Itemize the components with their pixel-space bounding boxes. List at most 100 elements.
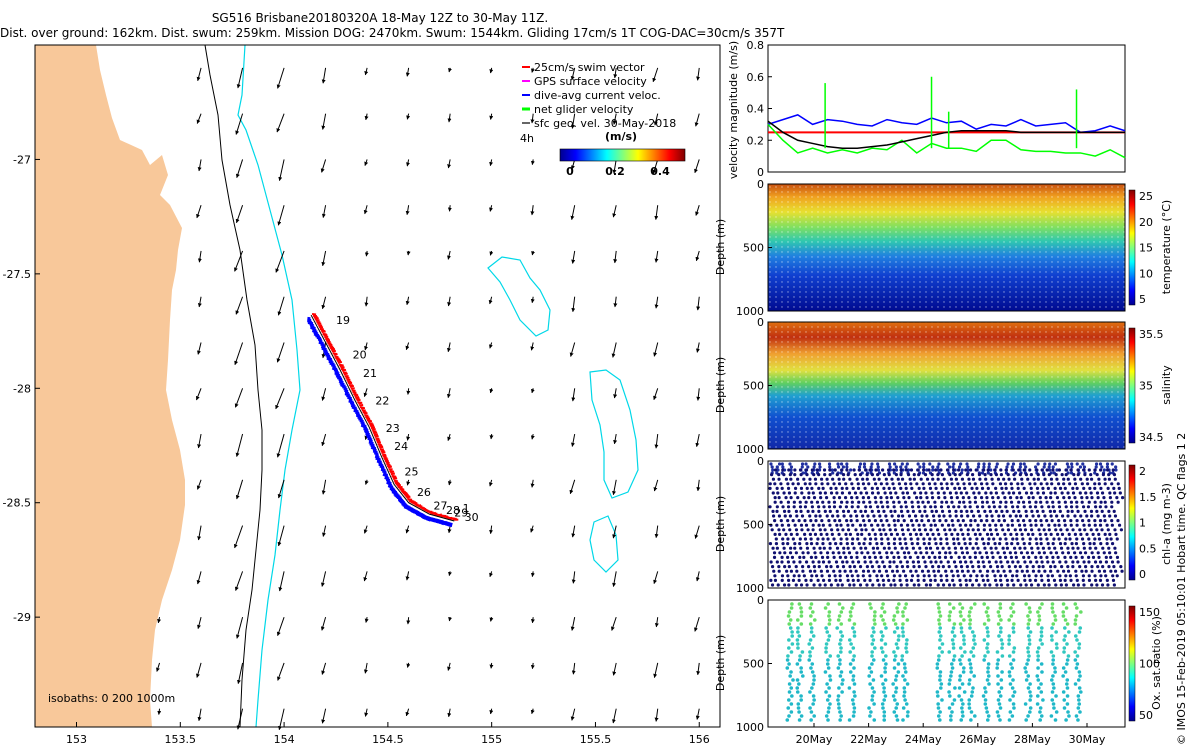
chla-point <box>1062 519 1067 523</box>
oxygen-point <box>986 662 991 666</box>
chla-point <box>1034 574 1038 578</box>
current-vector <box>447 250 451 260</box>
current-vector <box>447 662 452 671</box>
chla-point <box>1046 574 1050 578</box>
chla-point <box>971 528 975 532</box>
chla-point <box>929 523 933 527</box>
current-vector <box>321 479 327 495</box>
oxygen-point <box>809 614 813 618</box>
chla-point <box>1110 542 1115 546</box>
chla-point <box>870 473 874 477</box>
chla-point <box>1085 532 1089 537</box>
chla-point <box>868 578 872 583</box>
dive-avg-current-mark <box>448 522 453 528</box>
chla-point <box>880 574 884 578</box>
chla-point <box>1015 574 1019 578</box>
chla-point <box>1095 491 1100 495</box>
chla-point <box>916 555 920 560</box>
oxygen-point <box>827 706 831 710</box>
oxygen-point <box>962 690 967 694</box>
chla-point <box>942 514 946 518</box>
oxygen-point <box>827 610 832 614</box>
chla-point <box>771 491 775 495</box>
chla-point <box>949 496 954 500</box>
oxygen-point <box>1035 650 1040 654</box>
colorbar-tick-label: 50 <box>1139 709 1153 722</box>
oxygen-point <box>1050 690 1055 694</box>
chla-point <box>910 500 914 504</box>
current-vector <box>613 67 618 79</box>
oxygen-point <box>998 718 1002 722</box>
chla-point <box>1115 555 1120 560</box>
chla-point <box>832 505 837 509</box>
chla-point <box>829 565 833 569</box>
current-vector <box>406 662 411 668</box>
chla-point <box>935 546 940 550</box>
chla-point <box>922 542 926 546</box>
chla-point <box>950 519 954 523</box>
chla-point <box>1044 496 1048 500</box>
oxygen-point <box>1079 690 1083 694</box>
chla-surface-point <box>904 465 908 469</box>
chla-point <box>897 555 901 560</box>
oxygen-point <box>828 678 833 682</box>
chla-point <box>1107 477 1111 481</box>
oxygen-point <box>870 686 875 690</box>
chla-point <box>770 528 774 532</box>
oxygen-point <box>972 602 977 606</box>
oxygen-point <box>903 678 907 682</box>
chla-point <box>1093 482 1097 486</box>
chla-point <box>1057 500 1061 504</box>
chla-point <box>776 583 780 587</box>
chla-point <box>787 523 791 527</box>
chla-surface-point <box>989 468 993 472</box>
oxygen-point <box>967 702 971 706</box>
chla-point <box>1057 468 1062 472</box>
map-x-tick-label: 155 <box>481 733 502 746</box>
chla-point <box>814 574 819 578</box>
chla-point <box>839 537 843 541</box>
chla-point <box>821 537 825 541</box>
swim-vector-mark <box>404 493 409 497</box>
chla-point <box>950 482 954 486</box>
oxygen-point <box>1012 706 1016 710</box>
chla-point <box>863 560 867 564</box>
chla-point <box>908 532 913 537</box>
chla-point <box>845 542 849 546</box>
oxygen-point <box>847 638 852 642</box>
chla-point <box>1095 509 1099 513</box>
chla-point <box>1076 546 1080 550</box>
chla-point <box>1047 473 1051 477</box>
chla-point <box>871 583 875 587</box>
chla-point <box>978 477 982 481</box>
chla-surface-point <box>817 462 822 466</box>
oxygen-point <box>1066 654 1071 658</box>
chla-point <box>940 500 944 504</box>
track-day-label: 21 <box>363 367 377 380</box>
track-day-label: 28 <box>446 504 460 517</box>
chla-point <box>1025 551 1029 555</box>
chla-point <box>841 473 846 477</box>
chla-point <box>959 509 963 513</box>
chla-point <box>934 542 938 546</box>
chla-point <box>923 473 928 477</box>
oxygen-point <box>985 626 989 630</box>
chla-point <box>921 555 925 560</box>
chla-point <box>911 509 915 513</box>
current-vector <box>694 617 700 632</box>
chla-point <box>893 523 897 527</box>
chla-point <box>1001 528 1005 532</box>
oxygen-point <box>823 670 828 674</box>
current-vector <box>488 479 493 487</box>
oxygen-point <box>895 626 900 630</box>
chla-point <box>870 486 874 490</box>
chla-point <box>909 468 914 472</box>
chla-point <box>1111 578 1116 583</box>
oxygen-point <box>848 610 853 614</box>
chla-surface-point <box>1005 465 1009 469</box>
chla-point <box>968 537 972 541</box>
chla-point <box>893 528 898 532</box>
chla-point <box>1040 468 1044 472</box>
chla-point <box>796 482 800 486</box>
oxygen-point <box>883 678 888 682</box>
